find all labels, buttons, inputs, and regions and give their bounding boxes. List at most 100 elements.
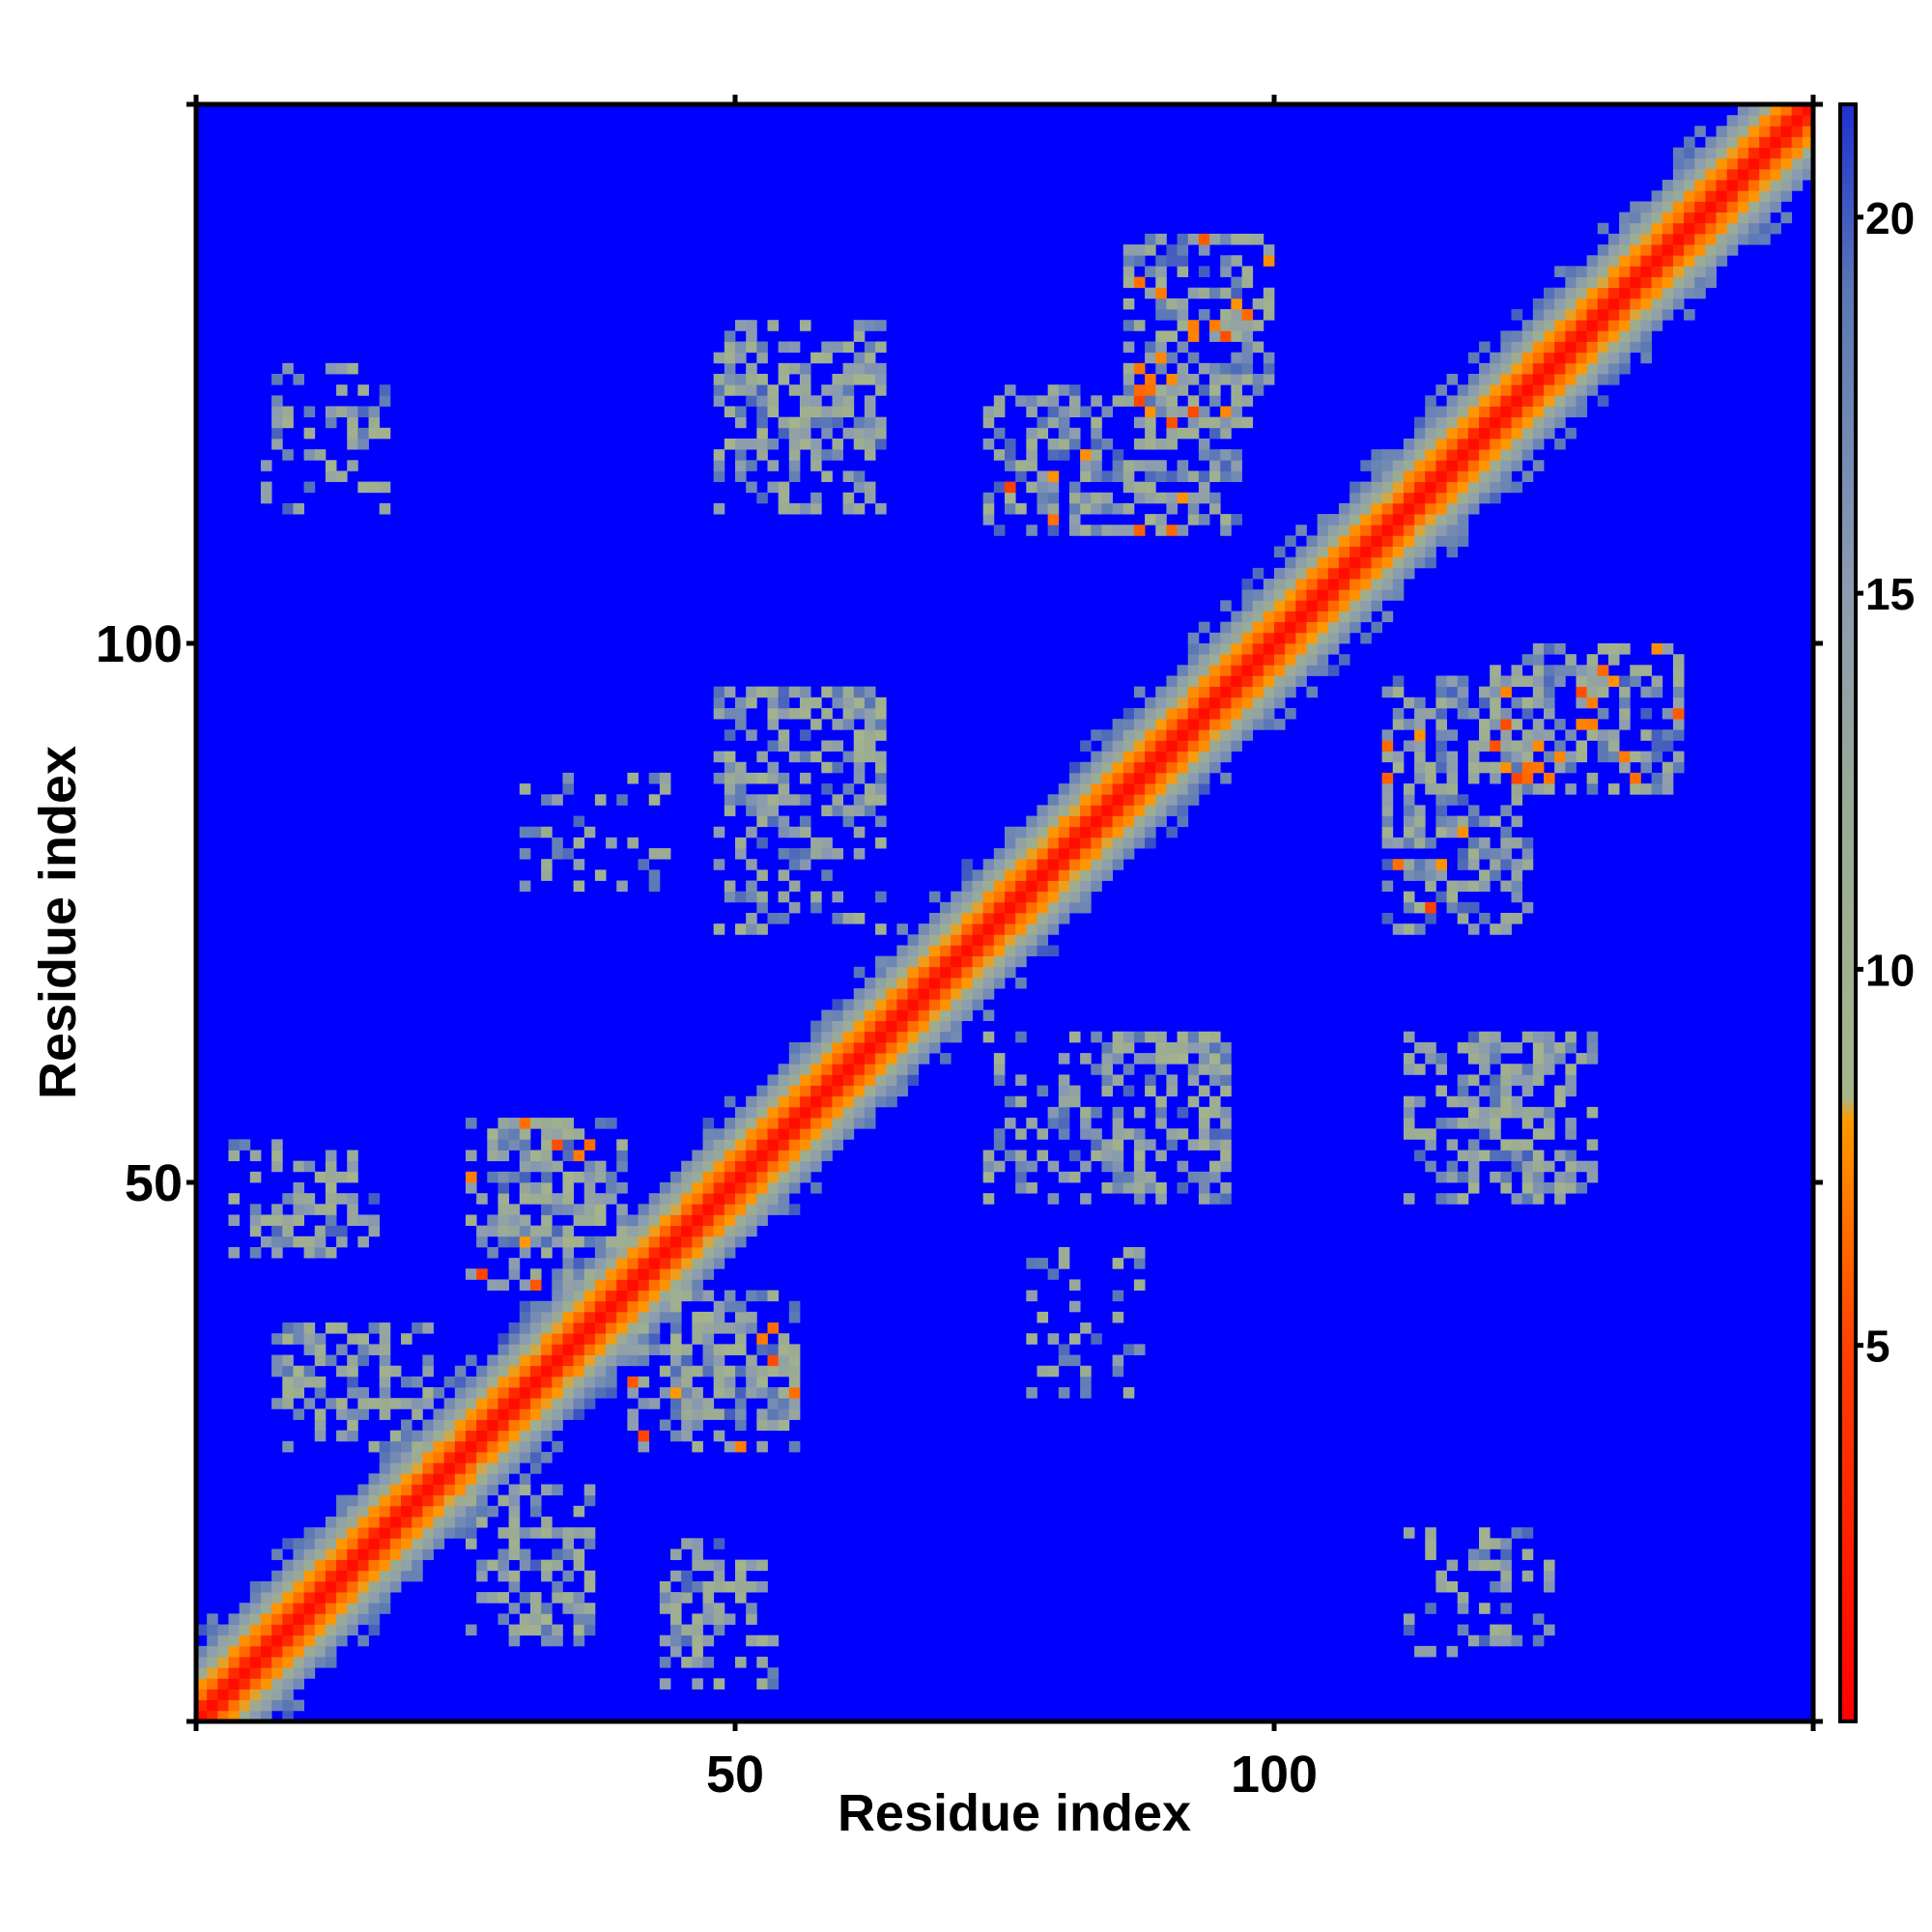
heatmap-cell: [1726, 136, 1739, 149]
heatmap-cell: [788, 1204, 801, 1215]
heatmap-cell: [1285, 643, 1296, 655]
heatmap-cell: [724, 1365, 736, 1378]
heatmap-cell: [1091, 1150, 1102, 1162]
heatmap-cell: [293, 1548, 304, 1560]
heatmap-cell: [1080, 460, 1092, 471]
heatmap-cell: [562, 1322, 574, 1334]
heatmap-cell: [1122, 384, 1135, 396]
heatmap-cell: [1091, 783, 1102, 795]
heatmap-cell: [1802, 157, 1814, 170]
heatmap-cell: [702, 1160, 715, 1173]
heatmap-cell: [1576, 320, 1588, 331]
heatmap-cell: [1091, 1139, 1102, 1151]
heatmap-cell: [713, 1408, 725, 1420]
heatmap-cell: [1597, 309, 1609, 321]
heatmap-cell: [982, 1193, 995, 1205]
heatmap-cell: [1748, 233, 1760, 245]
heatmap-cell: [228, 1246, 241, 1259]
heatmap-cell: [670, 1398, 682, 1409]
heatmap-cell: [951, 999, 962, 1010]
heatmap-cell: [864, 449, 876, 461]
heatmap-cell: [1241, 374, 1254, 385]
heatmap-cell: [594, 1290, 607, 1302]
heatmap-cell: [810, 751, 822, 763]
heatmap-cell: [1479, 1031, 1491, 1043]
heatmap-cell: [799, 438, 811, 450]
heatmap-cell: [702, 1408, 715, 1420]
heatmap-cell: [993, 1064, 1006, 1075]
heatmap-cell: [443, 1463, 456, 1474]
heatmap-cell: [433, 1408, 445, 1420]
heatmap-cell: [379, 1527, 391, 1539]
heatmap-cell: [1500, 675, 1512, 688]
heatmap-cell: [648, 1193, 661, 1205]
heatmap-cell: [1576, 384, 1588, 396]
heatmap-cell: [1684, 233, 1695, 245]
heatmap-cell: [583, 1279, 596, 1291]
heatmap-cell: [1392, 589, 1405, 601]
heatmap-cell: [357, 1603, 369, 1614]
heatmap-cell: [412, 1516, 423, 1528]
heatmap-cell: [1068, 427, 1081, 440]
heatmap-cell: [1414, 556, 1426, 569]
heatmap-cell: [1532, 374, 1545, 385]
heatmap-cell: [713, 1354, 725, 1367]
heatmap-cell: [1532, 1182, 1545, 1194]
heatmap-cell: [1446, 546, 1459, 558]
heatmap-cell: [1479, 481, 1491, 494]
heatmap-cell: [1220, 309, 1232, 321]
heatmap-cell: [767, 438, 780, 450]
heatmap-cell: [519, 1398, 531, 1409]
heatmap-cell: [1446, 761, 1459, 774]
heatmap-cell: [1651, 255, 1663, 267]
heatmap-cell: [1500, 1085, 1512, 1097]
heatmap-cell: [325, 1570, 337, 1582]
heatmap-cell: [1586, 686, 1599, 698]
heatmap-cell: [1068, 492, 1081, 504]
heatmap-cell: [1381, 740, 1394, 752]
heatmap-cell: [1166, 492, 1178, 504]
heatmap-cell: [648, 1214, 661, 1227]
heatmap-cell: [1446, 891, 1459, 903]
heatmap-cell: [799, 1150, 811, 1162]
heatmap-cell: [454, 1365, 467, 1378]
heatmap-cell: [1392, 492, 1405, 504]
heatmap-cell: [389, 1494, 402, 1507]
heatmap-cell: [1198, 406, 1210, 418]
heatmap-cell: [368, 1484, 381, 1496]
heatmap-cell: [1047, 913, 1060, 924]
heatmap-cell: [552, 1419, 563, 1432]
heatmap-cell: [476, 1570, 488, 1582]
heatmap-cell: [293, 1322, 304, 1334]
heatmap-cell: [1381, 913, 1394, 924]
heatmap-cell: [1479, 1634, 1491, 1647]
heatmap-cell: [1490, 492, 1501, 504]
heatmap-cell: [541, 1311, 553, 1323]
heatmap-cell: [1694, 222, 1706, 235]
heatmap-cell: [896, 945, 908, 957]
heatmap-cell: [638, 1236, 650, 1248]
heatmap-cell: [1350, 611, 1361, 623]
heatmap-cell: [519, 1376, 531, 1388]
heatmap-cell: [648, 1258, 661, 1269]
heatmap-cell: [1145, 1031, 1156, 1043]
heatmap-cell: [1360, 460, 1372, 471]
heatmap-cell: [788, 1139, 801, 1151]
heatmap-cell: [1500, 330, 1512, 342]
heatmap-cell: [357, 1494, 369, 1507]
heatmap-cell: [1015, 955, 1027, 968]
heatmap-cell: [303, 1236, 316, 1248]
heatmap-cell: [1166, 309, 1178, 321]
heatmap-cell: [1479, 1128, 1491, 1140]
heatmap-cell: [1597, 686, 1609, 698]
heatmap-cell: [1479, 460, 1491, 471]
heatmap-cell: [756, 686, 768, 698]
heatmap-cell: [1403, 1095, 1415, 1108]
heatmap-cell: [1457, 427, 1469, 440]
heatmap-cell: [1145, 772, 1156, 784]
heatmap-cell: [1479, 815, 1491, 828]
heatmap-cell: [1467, 761, 1480, 774]
heatmap-cell: [692, 1246, 703, 1259]
heatmap-cell: [314, 1570, 327, 1582]
heatmap-cell: [1737, 115, 1749, 127]
